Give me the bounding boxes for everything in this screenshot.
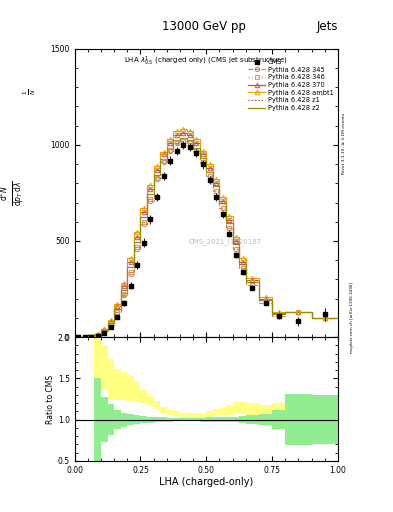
Y-axis label: $\mathrm{d}^2N$
$\overline{\mathrm{d}p_{T}\,\mathrm{d}\lambda}$: $\mathrm{d}^2N$ $\overline{\mathrm{d}p_{…: [0, 180, 26, 206]
Text: $\frac{1}{N}$: $\frac{1}{N}$: [22, 89, 38, 95]
Text: mcplots.cern.ch [arXiv:1306.3436]: mcplots.cern.ch [arXiv:1306.3436]: [350, 282, 354, 353]
Text: 13000 GeV pp: 13000 GeV pp: [162, 20, 246, 33]
Text: CMS_2021_I1920187: CMS_2021_I1920187: [188, 239, 261, 245]
Text: LHA $\lambda^1_{0.5}$ (charged only) (CMS jet substructure): LHA $\lambda^1_{0.5}$ (charged only) (CM…: [124, 54, 288, 68]
Text: Rivet 3.1.10, ≥ 3.1M events: Rivet 3.1.10, ≥ 3.1M events: [342, 113, 346, 174]
Legend: CMS, Pythia 6.428 345, Pythia 6.428 346, Pythia 6.428 370, Pythia 6.428 ambt1, P: CMS, Pythia 6.428 345, Pythia 6.428 346,…: [247, 58, 335, 113]
Y-axis label: Ratio to CMS: Ratio to CMS: [46, 374, 55, 423]
Text: Jets: Jets: [316, 20, 338, 33]
X-axis label: LHA (charged-only): LHA (charged-only): [159, 477, 253, 487]
